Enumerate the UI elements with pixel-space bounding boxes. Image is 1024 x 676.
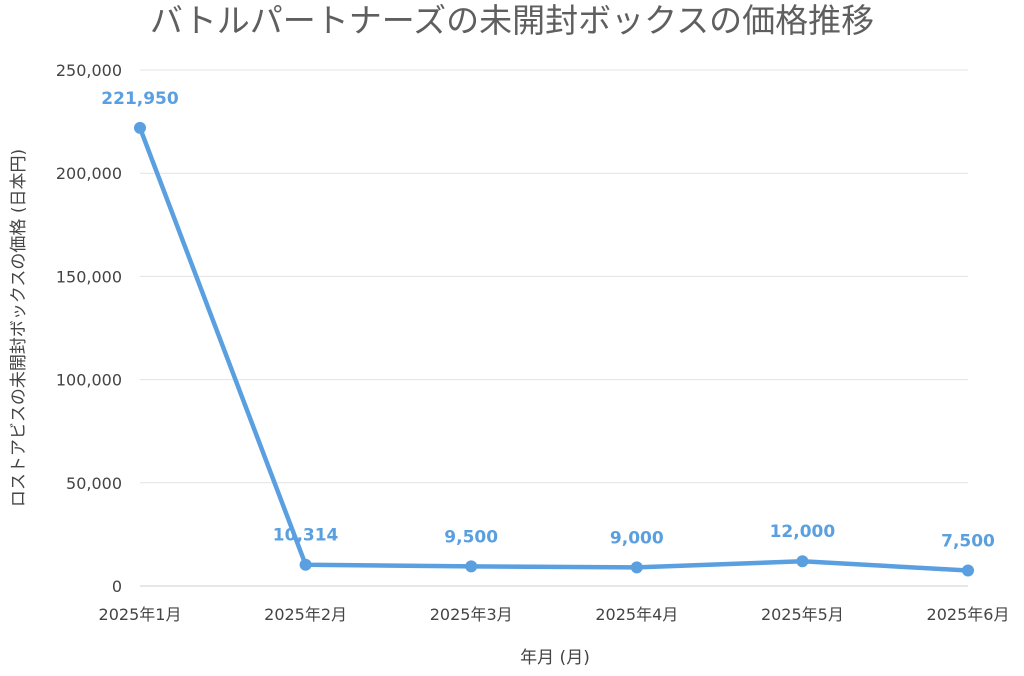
chart-title: バトルパートナーズの未開封ボックスの価格推移 [150,1,874,40]
data-label: 12,000 [770,522,836,542]
x-tick-label: 2025年3月 [430,605,513,624]
y-axis-ticks: 0 50,000 100,000 150,000 200,000 250,000 [56,61,122,596]
y-tick-label: 250,000 [56,61,122,80]
series-line [137,125,971,573]
data-point [299,558,312,571]
x-tick-label: 2025年4月 [595,605,678,624]
data-label: 10,314 [273,526,339,546]
data-point [134,121,146,134]
data-label: 9,500 [444,527,498,547]
y-tick-label: 150,000 [56,267,122,286]
data-label: 221,950 [101,89,179,109]
y-tick-label: 0 [112,577,122,596]
x-tick-label: 2025年5月 [761,605,844,624]
y-tick-label: 100,000 [56,371,122,390]
data-labels: 221,950 10,314 9,500 9,000 12,000 7,500 [101,89,995,552]
x-axis-ticks: 2025年1月 2025年2月 2025年3月 2025年4月 2025年5月 2025年… [99,605,1010,624]
series-line-group [134,121,974,577]
data-label: 9,000 [610,528,664,548]
x-tick-label: 2025年1月 [99,605,182,624]
gridlines [140,69,968,587]
data-point [962,564,974,577]
y-tick-label: 50,000 [66,474,122,493]
y-tick-label: 200,000 [56,164,122,183]
x-tick-label: 2025年6月 [927,605,1010,624]
data-point [465,560,478,573]
x-axis-label: 年月 (月) [520,648,590,668]
data-label: 7,500 [941,532,995,552]
data-point [630,561,643,574]
x-tick-label: 2025年2月 [264,605,347,624]
y-axis-label: ロストアビスの未開封ボックスの価格 (日本円) [9,149,29,507]
data-point [796,555,809,568]
